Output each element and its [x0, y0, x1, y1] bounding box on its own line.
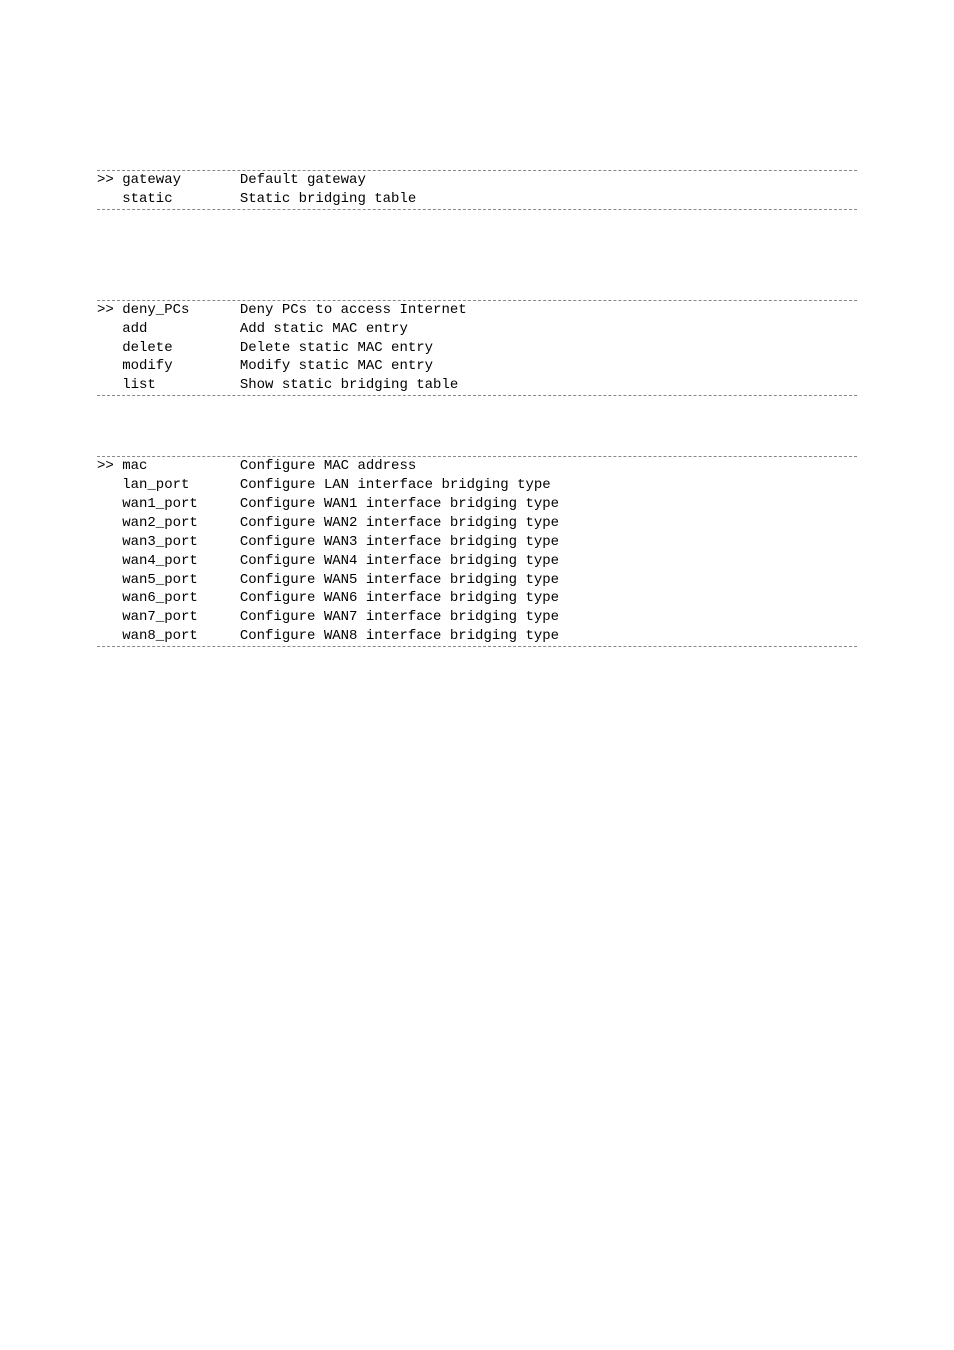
- code-line: wan1_port Configure WAN1 interface bridg…: [97, 496, 559, 512]
- code-line: >> mac Configure MAC address: [97, 458, 416, 474]
- code-line: wan4_port Configure WAN4 interface bridg…: [97, 553, 559, 569]
- code-line: >> deny_PCs Deny PCs to access Internet: [97, 302, 467, 318]
- separator-bottom-3: [97, 646, 857, 647]
- code-line: static Static bridging table: [97, 191, 416, 207]
- code-line: lan_port Configure LAN interface bridgin…: [97, 477, 551, 493]
- code-line: wan6_port Configure WAN6 interface bridg…: [97, 590, 559, 606]
- code-line: wan5_port Configure WAN5 interface bridg…: [97, 572, 559, 588]
- code-block-1: >> gateway Default gateway static Static…: [97, 170, 857, 210]
- code-content-3: >> mac Configure MAC address lan_port Co…: [97, 457, 857, 646]
- code-block-3: >> mac Configure MAC address lan_port Co…: [97, 456, 857, 647]
- code-line: delete Delete static MAC entry: [97, 340, 433, 356]
- code-line: modify Modify static MAC entry: [97, 358, 433, 374]
- code-line: wan8_port Configure WAN8 interface bridg…: [97, 628, 559, 644]
- code-line: >> gateway Default gateway: [97, 172, 366, 188]
- code-block-2: >> deny_PCs Deny PCs to access Internet …: [97, 300, 857, 396]
- code-line: wan3_port Configure WAN3 interface bridg…: [97, 534, 559, 550]
- code-line: add Add static MAC entry: [97, 321, 408, 337]
- code-content-2: >> deny_PCs Deny PCs to access Internet …: [97, 301, 857, 395]
- code-line: wan2_port Configure WAN2 interface bridg…: [97, 515, 559, 531]
- code-content-1: >> gateway Default gateway static Static…: [97, 171, 857, 209]
- code-line: list Show static bridging table: [97, 377, 458, 393]
- code-line: wan7_port Configure WAN7 interface bridg…: [97, 609, 559, 625]
